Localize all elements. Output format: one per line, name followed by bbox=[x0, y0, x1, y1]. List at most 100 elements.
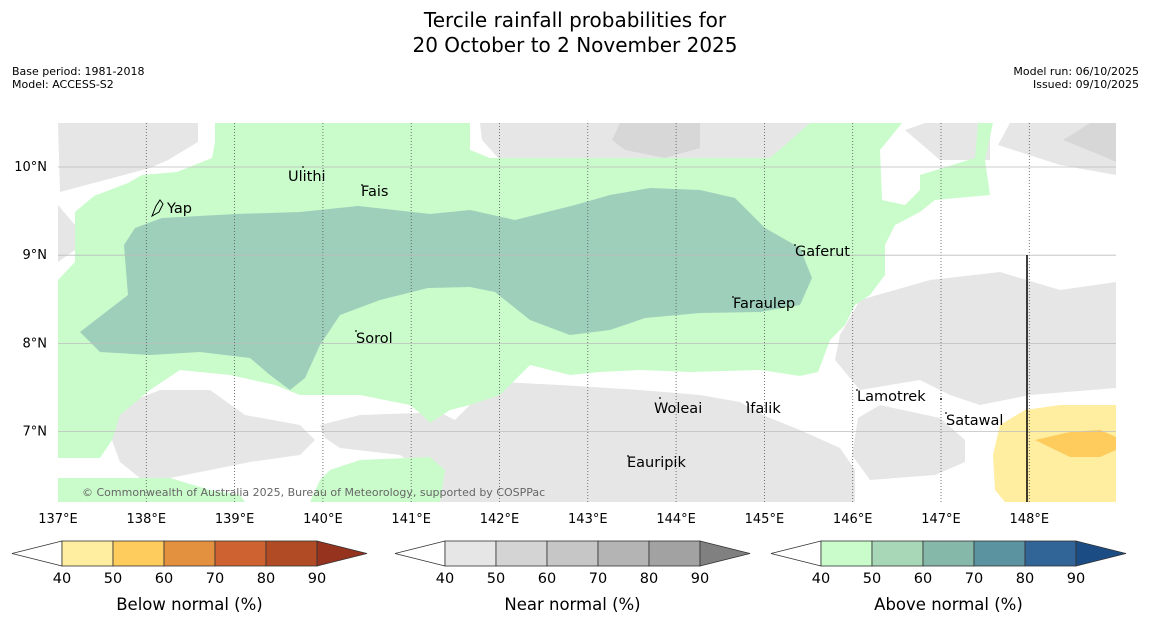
colorbar-tick-label: 80 bbox=[640, 571, 658, 587]
below-normal-region bbox=[993, 405, 1116, 502]
colorbar-over-extension bbox=[699, 540, 751, 567]
place-label-satawal: Satawal bbox=[946, 413, 1003, 429]
colorbar-tick-label: 70 bbox=[965, 571, 983, 587]
longitude-tick-label: 139°E bbox=[215, 512, 255, 527]
base-period: Base period: 1981-2018 bbox=[12, 65, 145, 78]
colorbar-tick-label: 60 bbox=[914, 571, 932, 587]
colorbar-tick-label: 40 bbox=[436, 571, 454, 587]
map-title: Tercile rainfall probabilities for 20 Oc… bbox=[0, 8, 1150, 58]
longitude-tick-label: 140°E bbox=[303, 512, 343, 527]
colorbar-legends: 40 50 60 70 80 90 Below normal (%) 40 50 60 70 80 90… bbox=[11, 540, 1127, 614]
longitude-tick-label: 141°E bbox=[391, 512, 431, 527]
below-normal-region-50 bbox=[1035, 430, 1116, 457]
colorbar-segment bbox=[444, 540, 497, 567]
island-marker bbox=[627, 455, 629, 457]
colorbar-tick-label: 40 bbox=[812, 571, 830, 587]
model-run: Model run: 06/10/2025 bbox=[1013, 65, 1139, 78]
colorbar-tick-label: 80 bbox=[257, 571, 275, 587]
map-gridlines bbox=[58, 123, 1116, 502]
longitude-tick-label: 143°E bbox=[568, 512, 608, 527]
place-label-sorol: Sorol bbox=[356, 331, 393, 347]
metadata-left: Base period: 1981-2018 Model: ACCESS-S2 bbox=[12, 65, 144, 91]
longitude-labels: 137°E 138°E 139°E 140°E 141°E 142°E 143°E 144°E… bbox=[38, 512, 1049, 527]
colorbar-3: 40 50 60 70 80 90 Above normal (%) bbox=[770, 540, 1127, 614]
longitude-tick-label: 137°E bbox=[38, 512, 78, 527]
colorbar-segment bbox=[871, 540, 924, 567]
colorbar-under-extension bbox=[394, 540, 446, 567]
colorbar-segment bbox=[214, 540, 267, 567]
latitude-tick-label: 8°N bbox=[23, 336, 48, 351]
island-marker bbox=[355, 330, 357, 332]
colorbar-segment bbox=[973, 540, 1026, 567]
colorbar-segment bbox=[112, 540, 165, 567]
colorbar-segment bbox=[597, 540, 650, 567]
island-marker bbox=[945, 412, 947, 414]
island-marker bbox=[659, 397, 661, 399]
latitude-labels: 10°N 9°N 8°N 7°N bbox=[14, 160, 47, 440]
issued-date: Issued: 09/10/2025 bbox=[1032, 78, 1139, 91]
longitude-tick-label: 144°E bbox=[656, 512, 696, 527]
colorbar-segment bbox=[1024, 540, 1077, 567]
colorbar-under-extension bbox=[11, 540, 63, 567]
place-label-eauripik: Eauripik bbox=[627, 455, 686, 471]
colorbar-title: Near normal (%) bbox=[504, 595, 640, 614]
colorbar-segment bbox=[820, 540, 873, 567]
place-label-gaferut: Gaferut bbox=[795, 244, 850, 260]
colorbar-tick-label: 80 bbox=[1016, 571, 1034, 587]
colorbar-tick-label: 40 bbox=[53, 571, 71, 587]
colorbar-segment bbox=[61, 540, 114, 567]
colorbar-tick-label: 90 bbox=[1067, 571, 1085, 587]
place-label-ifalik: Ifalik bbox=[746, 401, 781, 417]
place-label-fais: Fais bbox=[361, 184, 388, 200]
metadata-right: Model run: 06/10/2025 Issued: 09/10/2025 bbox=[1013, 65, 1139, 91]
colorbar-segment bbox=[495, 540, 548, 567]
colorbar-title: Below normal (%) bbox=[116, 595, 263, 614]
longitude-tick-label: 138°E bbox=[127, 512, 167, 527]
island-marker bbox=[732, 296, 734, 298]
island-marker bbox=[302, 166, 304, 168]
rainfall-map bbox=[58, 123, 1116, 502]
colorbar-tick-label: 70 bbox=[206, 571, 224, 587]
place-label-woleai: Woleai bbox=[654, 401, 702, 417]
colorbar-segment bbox=[922, 540, 975, 567]
above-normal-region-50 bbox=[80, 188, 812, 390]
longitude-tick-label: 145°E bbox=[745, 512, 785, 527]
colorbar-segment bbox=[265, 540, 318, 567]
colorbar-tick-label: 70 bbox=[589, 571, 607, 587]
colorbar-2: 40 50 60 70 80 90 Near normal (%) bbox=[394, 540, 751, 614]
place-labels: Ulithi Fais Yap Gaferut Faraulep Sorol Woleai I… bbox=[166, 166, 1003, 471]
colorbar-segment bbox=[546, 540, 599, 567]
colorbar-tick-label: 60 bbox=[155, 571, 173, 587]
island-marker bbox=[940, 398, 942, 400]
latitude-tick-label: 7°N bbox=[23, 425, 48, 440]
colorbar-segment bbox=[648, 540, 701, 567]
colorbar-over-extension bbox=[316, 540, 368, 567]
colorbar-tick-label: 50 bbox=[487, 571, 505, 587]
colorbar-segment bbox=[163, 540, 216, 567]
colorbar-1: 40 50 60 70 80 90 Below normal (%) bbox=[11, 540, 368, 614]
island-marker bbox=[856, 389, 858, 391]
latitude-tick-label: 10°N bbox=[14, 160, 47, 175]
colorbar-title: Above normal (%) bbox=[874, 595, 1023, 614]
colorbar-over-extension bbox=[1075, 540, 1127, 567]
model-name: Model: ACCESS-S2 bbox=[12, 78, 114, 91]
yap-island-shape bbox=[151, 199, 164, 218]
title-line-1: Tercile rainfall probabilities for bbox=[423, 8, 727, 32]
colorbar-tick-label: 90 bbox=[308, 571, 326, 587]
colorbar-tick-label: 60 bbox=[538, 571, 556, 587]
longitude-tick-label: 147°E bbox=[921, 512, 961, 527]
island-marker bbox=[746, 401, 748, 403]
island-marker bbox=[794, 244, 796, 246]
near-normal-region-50 bbox=[612, 123, 1116, 162]
longitude-tick-label: 142°E bbox=[480, 512, 520, 527]
colorbar-under-extension bbox=[770, 540, 822, 567]
longitude-tick-label: 148°E bbox=[1010, 512, 1050, 527]
latitude-tick-label: 9°N bbox=[23, 248, 48, 263]
colorbar-tick-label: 50 bbox=[863, 571, 881, 587]
place-label-lamotrek: Lamotrek bbox=[857, 389, 926, 405]
longitude-tick-label: 146°E bbox=[833, 512, 873, 527]
colorbar-tick-label: 50 bbox=[104, 571, 122, 587]
place-label-faraulep: Faraulep bbox=[733, 296, 795, 312]
title-line-2: 20 October to 2 November 2025 bbox=[412, 33, 738, 57]
